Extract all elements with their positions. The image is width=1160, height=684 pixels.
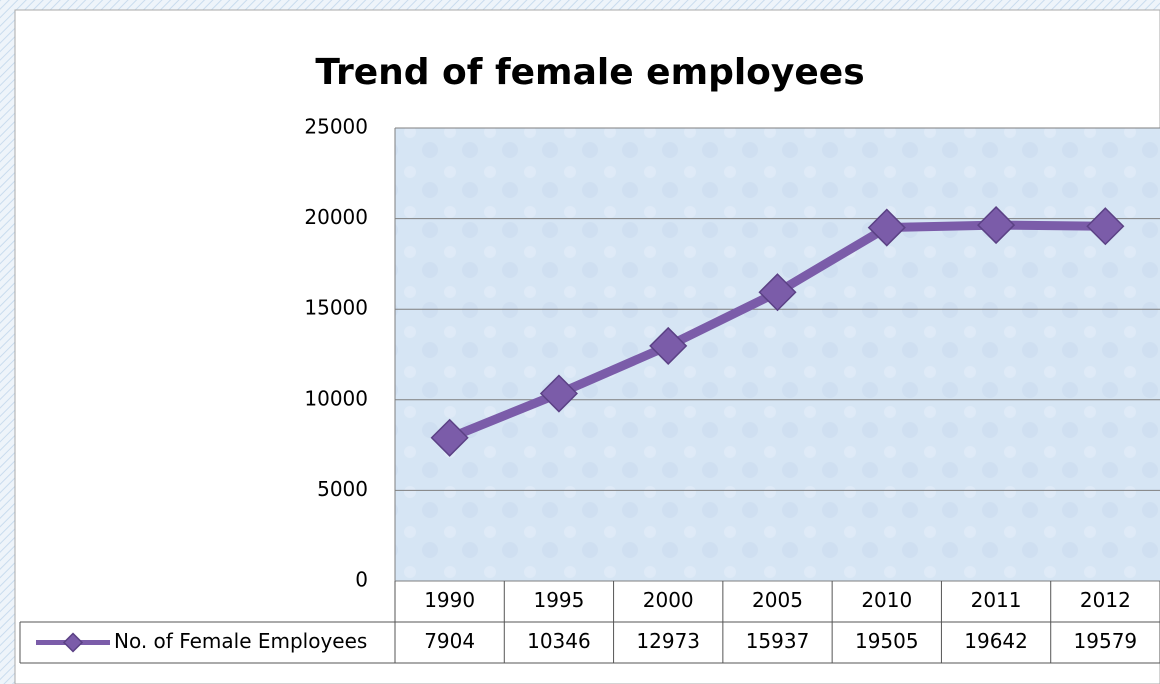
marker (539, 374, 578, 413)
y-tick-label: 10000 (304, 386, 368, 410)
x-tick-label: 2000 (643, 588, 694, 612)
table-value: 19579 (1074, 629, 1138, 653)
y-tick-label: 20000 (304, 205, 368, 229)
marker (758, 273, 797, 312)
x-tick-label: 2012 (1080, 588, 1131, 612)
x-tick-label: 1995 (533, 588, 584, 612)
table-value: 19642 (964, 629, 1028, 653)
table-value: 12973 (636, 629, 700, 653)
table-value: 15937 (746, 629, 810, 653)
x-tick-label: 2010 (861, 588, 912, 612)
marker (977, 206, 1016, 245)
y-tick-label: 5000 (317, 477, 368, 501)
x-tick-label: 2005 (752, 588, 803, 612)
chart-title: Trend of female employees (315, 52, 864, 93)
x-tick-label: 1990 (424, 588, 475, 612)
marker (649, 326, 688, 365)
marker (867, 208, 906, 247)
table-value: 10346 (527, 629, 591, 653)
table-value: 19505 (855, 629, 919, 653)
marker (62, 632, 84, 653)
marker (1086, 207, 1125, 246)
y-tick-label: 0 (355, 568, 368, 592)
table-value: 7904 (424, 629, 475, 653)
x-tick-label: 2011 (971, 588, 1022, 612)
marker (430, 418, 469, 457)
y-tick-label: 15000 (304, 296, 368, 320)
y-tick-label: 25000 (304, 115, 368, 139)
plot-area (395, 128, 1160, 581)
legend-label: No. of Female Employees (114, 629, 367, 653)
